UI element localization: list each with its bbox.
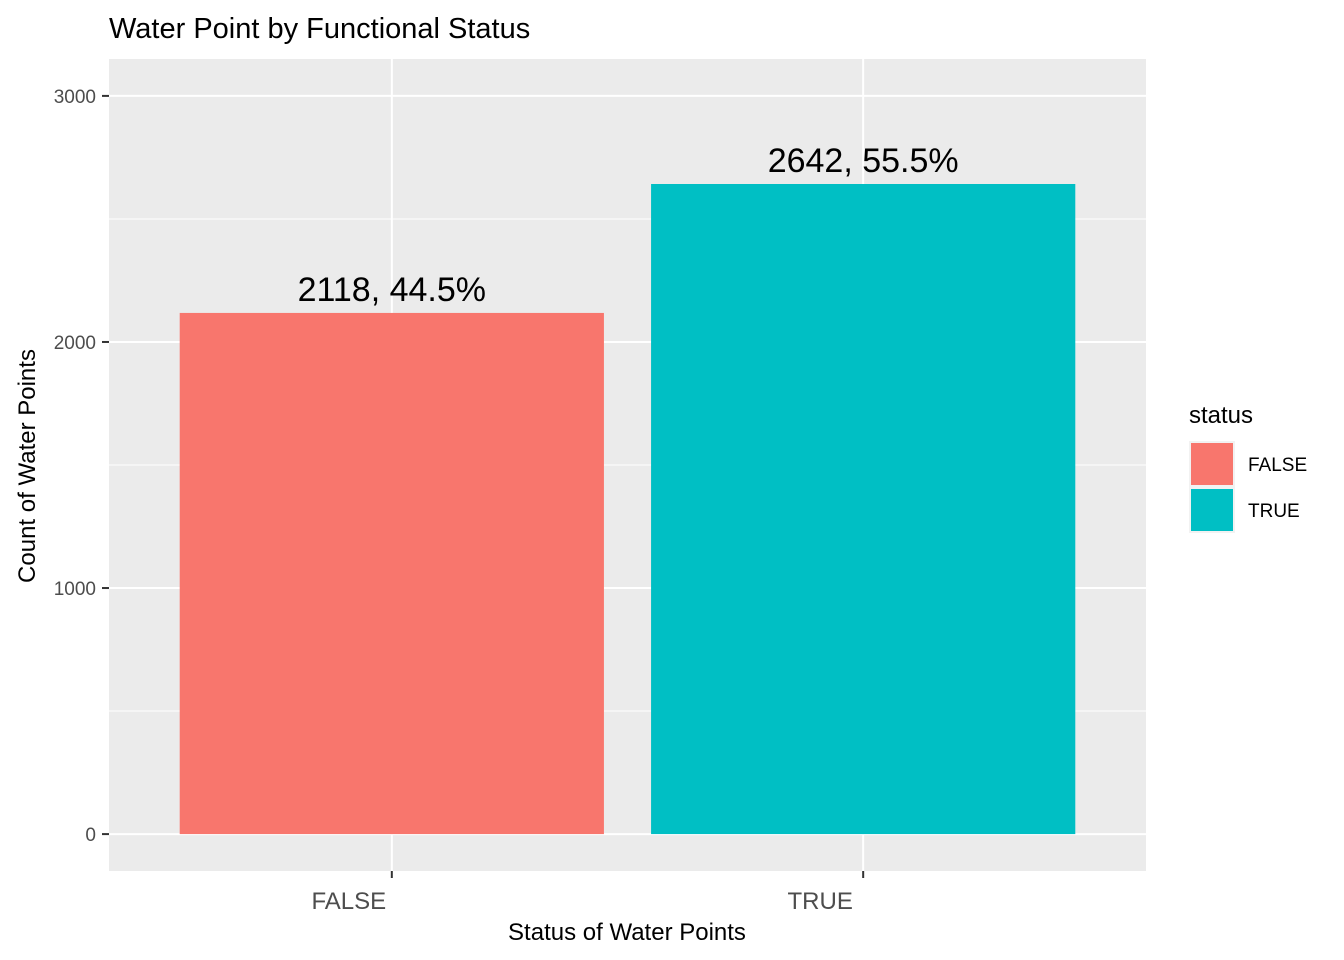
legend-items: FALSE TRUE	[1189, 441, 1307, 533]
y-axis: 0 1000 2000 3000	[54, 87, 109, 846]
chart-title: Water Point by Functional Status	[109, 13, 530, 45]
y-tick-label: 3000	[54, 87, 96, 108]
bar-true	[651, 183, 1076, 835]
y-tick-label: 0	[85, 825, 96, 846]
legend-label: TRUE	[1248, 501, 1300, 522]
legend-swatch-true	[1191, 489, 1233, 531]
legend-title: status	[1189, 402, 1253, 429]
x-tick-label: TRUE	[788, 888, 853, 915]
y-axis-title: Count of Water Points	[14, 349, 41, 583]
x-axis: FALSE TRUE	[311, 871, 865, 915]
bars	[179, 183, 1076, 835]
y-tick-label: 2000	[54, 333, 96, 354]
legend-label: FALSE	[1248, 455, 1307, 476]
x-axis-title: Status of Water Points	[508, 919, 746, 946]
bar-false	[179, 312, 604, 835]
legend: status FALSE TRUE	[1189, 402, 1307, 533]
x-tick-label: FALSE	[311, 888, 386, 915]
y-tick-label: 1000	[54, 579, 96, 600]
legend-swatch-false	[1191, 443, 1233, 485]
data-label: 2118, 44.5%	[298, 271, 486, 309]
data-labels: 2118, 44.5% 2642, 55.5%	[298, 142, 959, 309]
data-label: 2642, 55.5%	[768, 142, 959, 180]
